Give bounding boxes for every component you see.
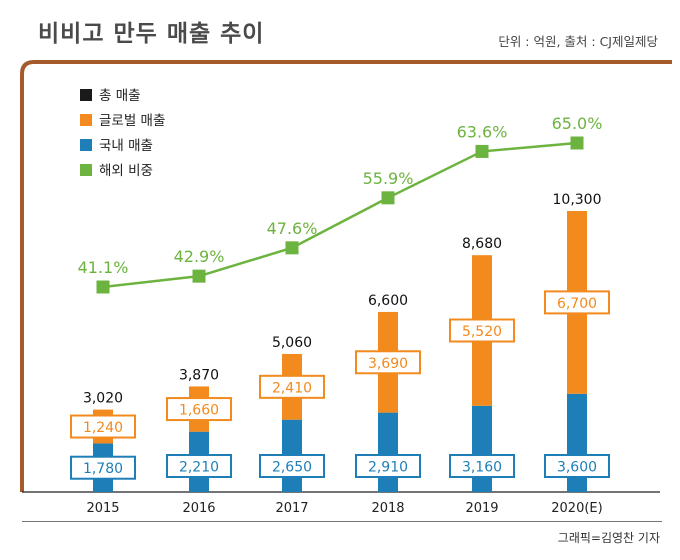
overseas-point: [192, 269, 206, 283]
bottom-rule: [22, 521, 662, 522]
domestic-label-box: [544, 454, 610, 478]
legend-swatch: [80, 164, 92, 176]
domestic-label: 2,910: [368, 460, 408, 476]
total-label: 8,680: [462, 236, 502, 252]
bars-layer: [93, 211, 587, 492]
domestic-label: 2,650: [272, 460, 312, 476]
line-layer: [96, 136, 584, 294]
overseas-label: 41.1%: [78, 258, 129, 277]
overseas-label: 55.9%: [363, 169, 414, 188]
global-label-box: [355, 350, 421, 375]
legend-label: 국내 매출: [99, 138, 153, 154]
overseas-line: [102, 141, 578, 289]
legend-label: 글로벌 매출: [99, 113, 165, 129]
global-label: 5,520: [462, 324, 502, 340]
overseas-label: 63.6%: [457, 122, 508, 141]
domestic-label-box: [449, 454, 515, 478]
overseas-label: 47.6%: [267, 219, 318, 238]
domestic-label-box: [259, 454, 325, 478]
overseas-point: [570, 136, 584, 150]
domestic-label-box: [70, 455, 136, 480]
domestic-label-box: [355, 454, 421, 478]
legend-swatch: [80, 114, 92, 126]
chart-frame: [20, 60, 672, 492]
chart-title: 비비고 만두 매출 추이: [38, 21, 265, 47]
global-label-box: [70, 414, 136, 439]
bar-domestic: [472, 405, 492, 492]
total-label: 5,060: [272, 335, 312, 351]
global-label-box: [259, 374, 325, 399]
global-label: 1,660: [179, 403, 219, 419]
legend-label: 해외 비중: [99, 163, 153, 179]
x-tick-label: 2016: [182, 501, 215, 516]
overseas-point: [475, 144, 489, 158]
x-tick-label: 2020(E): [551, 501, 602, 516]
legend-swatch: [80, 139, 92, 151]
overseas-label: 42.9%: [174, 247, 225, 266]
domestic-label-box: [166, 454, 232, 478]
global-label: 1,240: [83, 420, 123, 436]
overseas-point: [285, 241, 299, 255]
labels-layer: 2015 3,020 1,240 1,780 2016 3,870 1,660 2,210 20…: [70, 114, 610, 516]
total-label: 3,020: [83, 391, 123, 407]
overseas-point: [381, 191, 395, 205]
global-label: 6,700: [557, 296, 597, 312]
x-tick-label: 2018: [371, 501, 404, 516]
legend-label: 총 매출: [99, 88, 141, 104]
domestic-label: 2,210: [179, 460, 219, 476]
x-tick-label: 2019: [465, 501, 498, 516]
graphic-credit: 그래픽=김영찬 기자: [557, 531, 660, 545]
legend-swatch: [80, 89, 92, 101]
global-label-box: [166, 397, 232, 422]
overseas-point: [96, 280, 110, 294]
global-label-box: [544, 290, 610, 315]
overseas-label: 65.0%: [552, 114, 603, 133]
global-label: 3,690: [368, 356, 408, 372]
total-label: 10,300: [553, 192, 602, 208]
domestic-label: 1,780: [83, 461, 123, 477]
total-label: 6,600: [368, 293, 408, 309]
x-tick-label: 2015: [86, 501, 119, 516]
domestic-label: 3,160: [462, 460, 502, 476]
unit-source-note: 단위 : 억원, 출처 : CJ제일제당: [498, 34, 658, 49]
bar-domestic: [378, 412, 398, 492]
global-label-box: [449, 318, 515, 343]
domestic-label: 3,600: [557, 460, 597, 476]
global-label: 2,410: [272, 380, 312, 396]
total-label: 3,870: [179, 367, 219, 383]
x-tick-label: 2017: [275, 501, 308, 516]
